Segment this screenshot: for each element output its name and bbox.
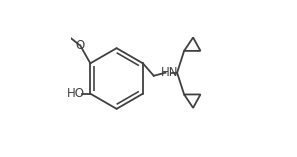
Text: HO: HO bbox=[67, 87, 85, 100]
Text: HN: HN bbox=[161, 66, 178, 79]
Text: O: O bbox=[75, 39, 85, 52]
